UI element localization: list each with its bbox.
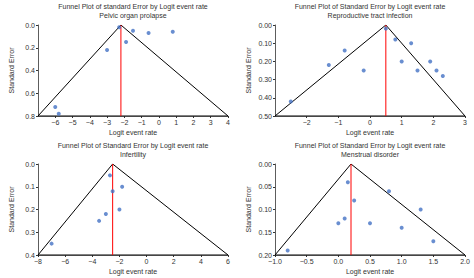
svg-text:4: 4 [199,258,203,265]
svg-text:2.0: 2.0 [460,258,470,265]
svg-text:−2: −2 [115,258,123,265]
svg-text:Logit event rate: Logit event rate [109,129,157,137]
svg-text:Standard Error: Standard Error [245,47,252,94]
svg-text:Funnel Plot of Standard Error: Funnel Plot of Standard Error by Logit e… [295,142,446,150]
svg-text:0.6: 0.6 [25,90,35,97]
svg-text:0.2: 0.2 [25,206,35,213]
svg-text:Pelvic organ prolapse: Pelvic organ prolapse [99,12,166,20]
svg-text:4: 4 [226,119,230,126]
svg-text:0.00: 0.00 [258,161,272,168]
svg-text:−8: −8 [34,258,42,265]
svg-text:0.10: 0.10 [258,206,272,213]
svg-text:3: 3 [209,119,213,126]
svg-text:Standard Error: Standard Error [8,186,15,233]
svg-text:Infertility: Infertility [120,151,147,159]
svg-text:0.1: 0.1 [25,183,35,190]
svg-text:0.0: 0.0 [25,161,35,168]
svg-text:0.20: 0.20 [258,251,272,259]
svg-text:0.4: 0.4 [25,251,35,259]
svg-text:Funnel Plot of Standard Error: Funnel Plot of Standard Error by Logit e… [58,142,209,150]
svg-text:−1: −1 [334,119,342,126]
svg-text:Reproductive tract infection: Reproductive tract infection [328,12,413,20]
svg-text:Logit event rate: Logit event rate [346,268,394,276]
svg-text:0.0: 0.0 [25,22,35,29]
svg-text:0: 0 [145,258,149,265]
svg-text:−6: −6 [51,119,59,126]
svg-text:Menstrual disorder: Menstrual disorder [341,151,400,158]
svg-text:0.8: 0.8 [25,113,35,120]
svg-text:0.00: 0.00 [258,22,272,29]
svg-text:0.0: 0.0 [333,258,343,265]
svg-text:1.5: 1.5 [428,258,438,265]
svg-text:Standard Error: Standard Error [8,47,15,94]
svg-text:−1: −1 [138,119,146,126]
svg-text:0.3: 0.3 [25,229,35,236]
svg-text:−0.5: −0.5 [300,258,314,265]
svg-text:0.30: 0.30 [258,76,272,83]
svg-text:1: 1 [174,119,178,126]
svg-text:0.05: 0.05 [258,183,272,190]
svg-text:3: 3 [463,119,467,126]
svg-text:−6: −6 [61,258,69,265]
svg-text:2: 2 [172,258,176,265]
svg-text:6: 6 [226,258,230,265]
svg-text:0.2: 0.2 [25,44,35,51]
svg-text:Funnel Plot of Standard Error: Funnel Plot of Standard Error by Logit e… [295,3,446,11]
svg-text:0.50: 0.50 [258,113,272,120]
svg-text:−2: −2 [120,119,128,126]
svg-text:Funnel Plot of standard Error: Funnel Plot of standard Error by Logit e… [58,3,208,11]
svg-text:0.40: 0.40 [258,94,272,101]
svg-text:−2: −2 [303,119,311,126]
svg-text:2: 2 [431,119,435,126]
svg-text:−4: −4 [88,258,96,265]
svg-text:−4: −4 [86,119,94,126]
svg-text:0.5: 0.5 [365,258,375,265]
svg-text:0: 0 [368,119,372,126]
svg-text:−1.0: −1.0 [268,258,282,265]
svg-text:0: 0 [157,119,161,126]
svg-text:0.20: 0.20 [258,58,272,65]
svg-text:−5: −5 [69,119,77,126]
svg-text:0.15: 0.15 [258,229,272,236]
svg-text:2: 2 [192,119,196,126]
svg-text:0.4: 0.4 [25,67,35,74]
svg-text:1: 1 [400,119,404,126]
svg-text:Standard Error: Standard Error [245,186,252,233]
svg-text:Logit event rate: Logit event rate [346,129,394,137]
svg-text:−3: −3 [103,119,111,126]
svg-text:Logit event rate: Logit event rate [109,268,157,276]
svg-text:0.10: 0.10 [258,40,272,47]
svg-text:1.0: 1.0 [397,258,407,265]
